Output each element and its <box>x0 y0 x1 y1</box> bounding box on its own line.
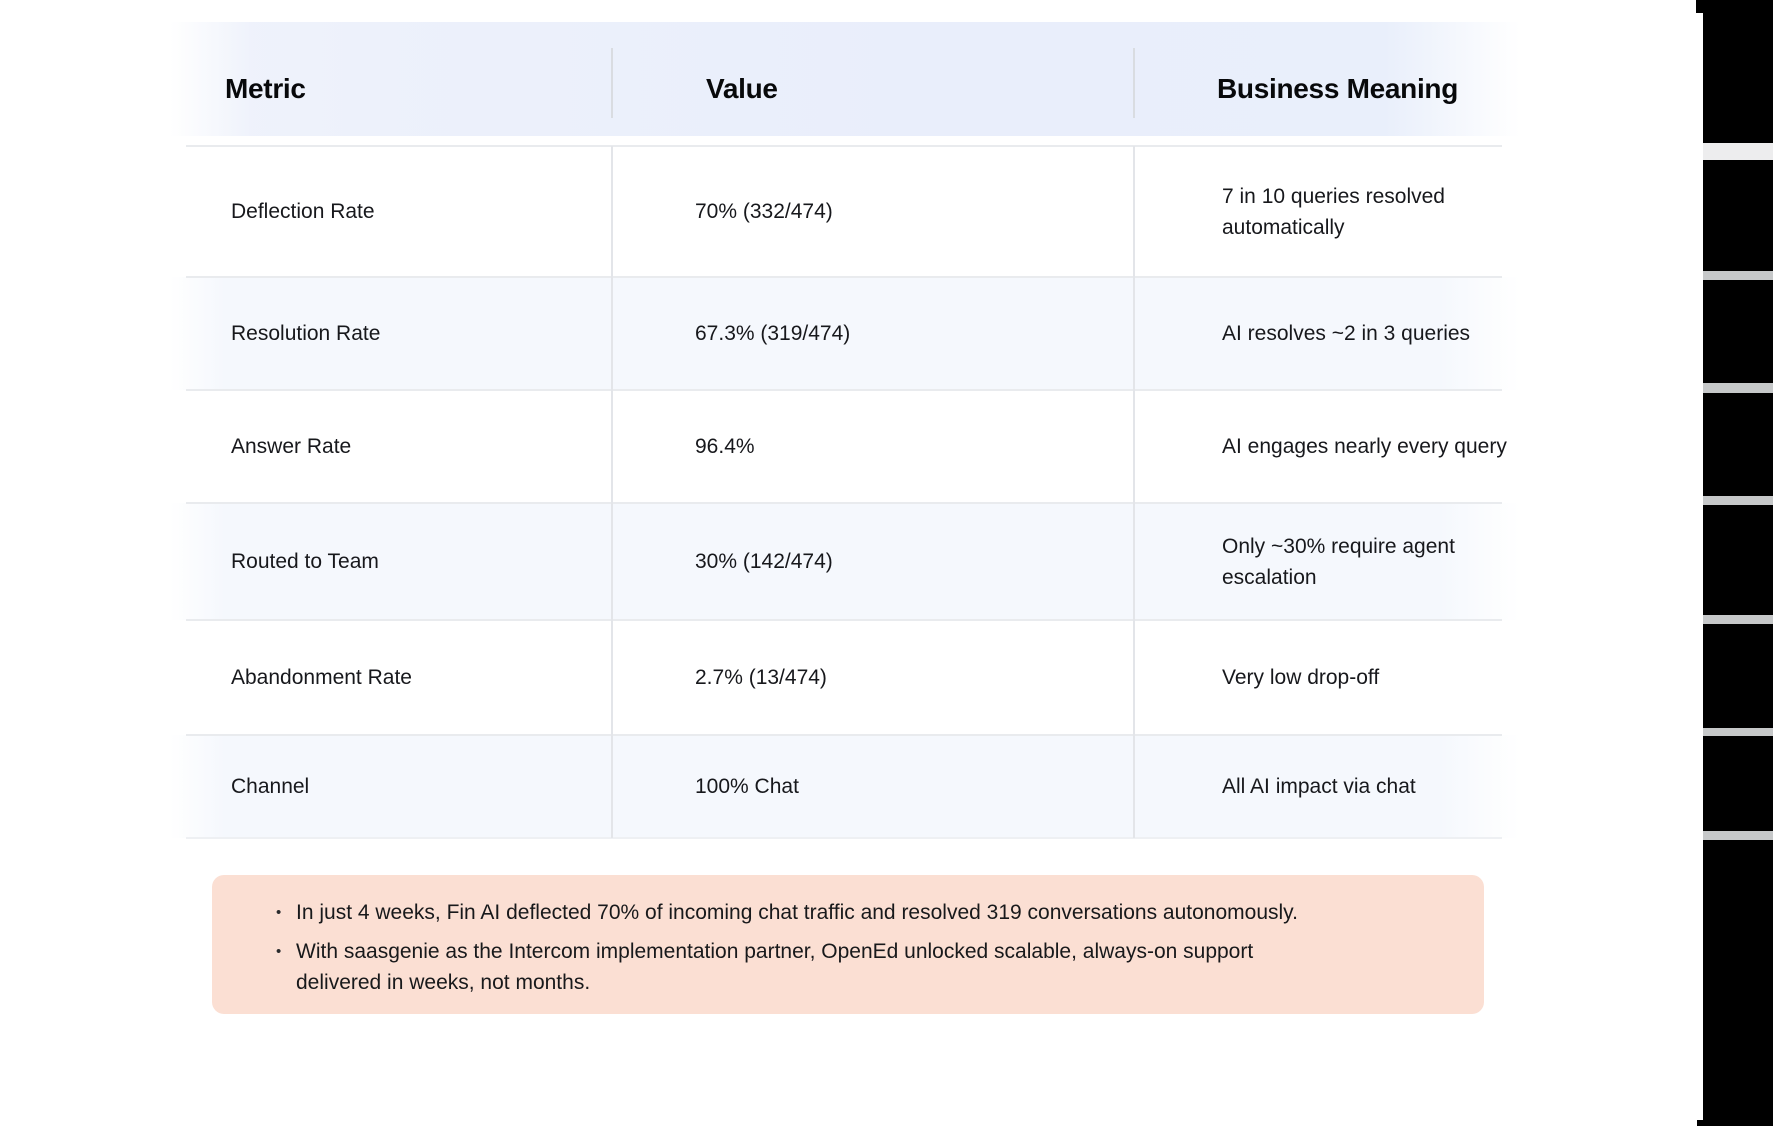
right-edge-panel <box>1703 0 1773 1126</box>
metric-cell: Channel <box>231 774 310 798</box>
edge-separator-bar <box>1703 831 1773 840</box>
table-row: Resolution Rate 67.3% (319/474) AI resolve… <box>0 277 1773 390</box>
row-tint <box>170 503 1520 620</box>
value-cell: 100% Chat <box>695 774 799 798</box>
column-divider <box>611 48 613 118</box>
table-row: Routed to Team 30% (142/474) Only ~30% req… <box>0 503 1773 620</box>
row-separator <box>186 837 1502 839</box>
value-cell: 67.3% (319/474) <box>695 321 851 345</box>
row-tint <box>170 277 1520 390</box>
edge-separator-bar <box>1703 496 1773 505</box>
row-separator <box>186 619 1502 621</box>
edge-separator-bar <box>1703 383 1773 393</box>
column-divider <box>611 146 613 838</box>
right-edge-panel-notch <box>1696 0 1773 13</box>
column-divider <box>1133 146 1135 838</box>
meaning-cell: Very low drop-off <box>1222 666 1380 689</box>
value-cell: 96.4% <box>695 434 755 458</box>
metric-cell: Routed to Team <box>231 549 379 573</box>
edge-separator-bar <box>1703 143 1773 160</box>
bullet-text: With saasgenie as the Intercom implement… <box>296 940 1254 994</box>
bullet-dot-icon: • <box>276 943 282 960</box>
metric-cell: Answer Rate <box>231 434 352 458</box>
table-row: Deflection Rate 70% (332/474) 7 in 10 quer… <box>0 146 1773 277</box>
metric-cell: Abandonment Rate <box>231 665 412 689</box>
edge-separator-bar <box>1703 615 1773 624</box>
callout-bullet: • With saasgenie as the Intercom implemen… <box>276 936 1444 998</box>
table-row: Answer Rate 96.4% AI engages nearly every … <box>0 390 1773 503</box>
meaning-cell: Only ~30% require agent escalation <box>1222 534 1455 589</box>
row-separator <box>186 734 1502 736</box>
column-header-value: Value <box>706 73 778 104</box>
metric-cell: Deflection Rate <box>231 199 375 223</box>
metric-cell: Resolution Rate <box>231 321 381 345</box>
right-edge-panel-notch <box>1697 1120 1773 1126</box>
bullet-dot-icon: • <box>276 904 282 921</box>
row-tint <box>170 735 1520 838</box>
column-divider <box>1133 48 1135 118</box>
edge-separator-bar <box>1703 271 1773 280</box>
table-header-row <box>170 22 1520 136</box>
meaning-cell: 7 in 10 queries resolved automatically <box>1222 184 1445 239</box>
row-separator <box>186 502 1502 504</box>
value-cell: 70% (332/474) <box>695 199 833 223</box>
callout-bullet: • In just 4 weeks, Fin AI deflected 70% o… <box>276 897 1444 928</box>
table-row: Channel 100% Chat All AI impact via chat <box>0 735 1773 838</box>
row-separator <box>186 276 1502 278</box>
callout-bullet-list: • In just 4 weeks, Fin AI deflected 70% o… <box>276 897 1444 998</box>
column-header-metric: Metric <box>225 73 306 104</box>
row-separator <box>186 145 1502 147</box>
meaning-cell: AI resolves ~2 in 3 queries <box>1222 322 1471 345</box>
table-row: Abandonment Rate 2.7% (13/474) Very low dr… <box>0 620 1773 735</box>
column-header-business-meaning: Business Meaning <box>1217 73 1459 104</box>
row-separator <box>186 389 1502 391</box>
bullet-text: In just 4 weeks, Fin AI deflected 70% of… <box>296 901 1298 924</box>
value-cell: 30% (142/474) <box>695 549 833 573</box>
meaning-cell: AI engages nearly every query <box>1222 435 1507 458</box>
meaning-cell: All AI impact via chat <box>1222 775 1416 798</box>
summary-callout: • In just 4 weeks, Fin AI deflected 70% o… <box>212 875 1484 1014</box>
edge-separator-bar <box>1703 728 1773 736</box>
value-cell: 2.7% (13/474) <box>695 665 827 689</box>
